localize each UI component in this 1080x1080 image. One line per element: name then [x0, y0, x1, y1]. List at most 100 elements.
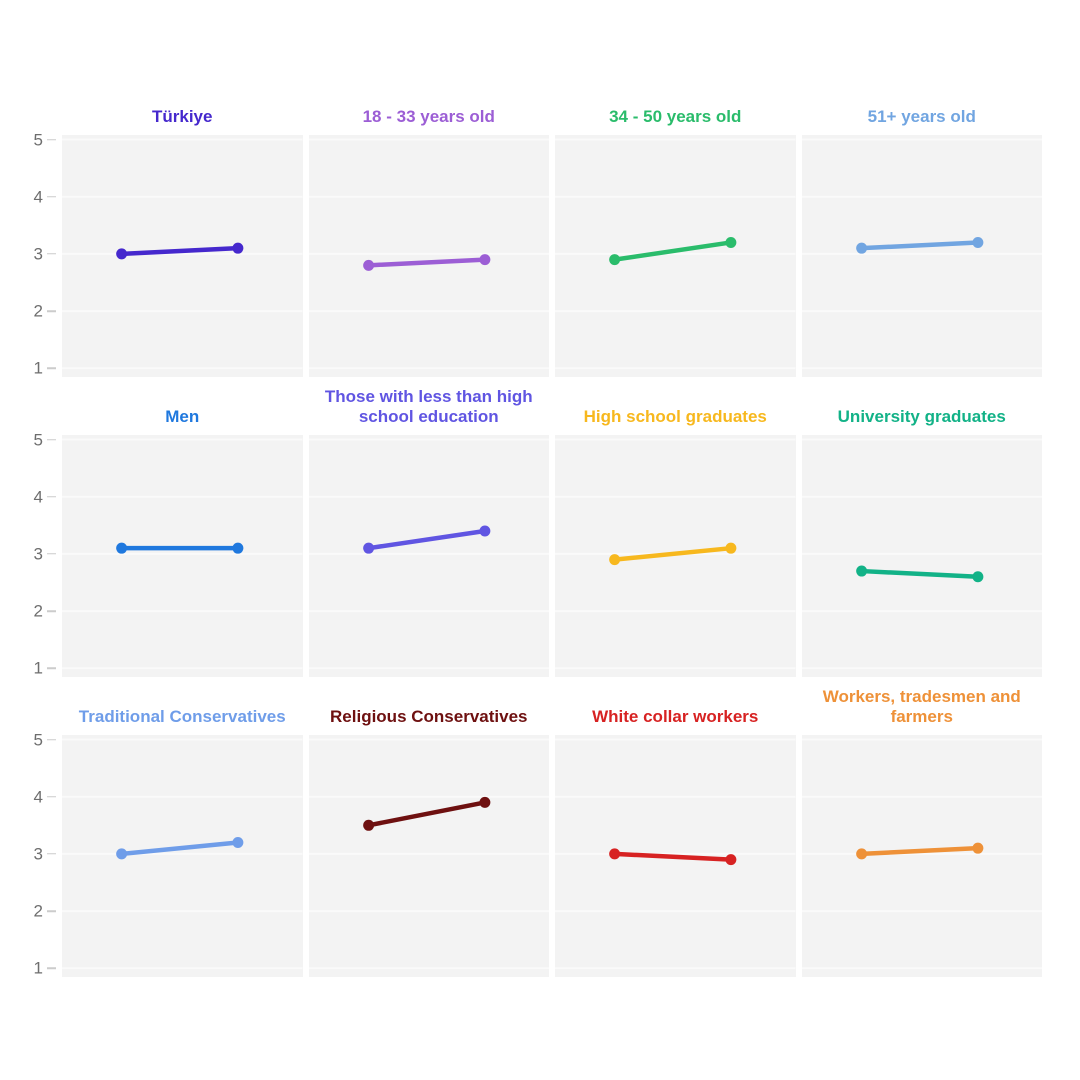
y-tick-label-3: 3 — [33, 244, 43, 264]
panel-plot — [62, 138, 303, 370]
panel-title-18-33-years-old: 18 - 33 years old — [362, 107, 495, 126]
title-row-1: Türkiye 18 - 33 years old 34 - 50 years ol… — [0, 99, 1042, 135]
y-tick-label-1: 1 — [33, 658, 43, 678]
panel-title-t-rkiye: Türkiye — [152, 107, 213, 126]
trend-line — [612, 851, 734, 862]
panel-title-51-years-old: 51+ years old — [867, 107, 976, 126]
y-axis-labels: 5 4 3 2 1 — [0, 431, 56, 678]
data-point-end — [478, 254, 490, 266]
data-point-start — [116, 248, 128, 260]
panel-plot — [555, 438, 796, 670]
y-tick-label-2: 2 — [33, 301, 43, 321]
data-point-start — [855, 565, 867, 577]
trend-line — [858, 845, 980, 857]
panel-row-1: 5 4 3 2 1 — [0, 131, 1042, 378]
panel-34-50-years-old — [555, 135, 796, 377]
panel-those-with-less-than-high-school-education — [308, 435, 549, 677]
axis-spacer — [0, 677, 56, 735]
y-tick-mark — [47, 967, 56, 970]
data-point-start — [362, 542, 374, 554]
data-point-end — [971, 571, 983, 583]
axis-spacer — [0, 377, 56, 435]
data-point-start — [362, 819, 374, 831]
data-point-start — [609, 848, 621, 860]
data-point-end — [232, 542, 244, 554]
y-tick-label-2: 2 — [33, 601, 43, 621]
panel-title-workers-tradesmen-and-farmers: Workers, tradesmen and farmers — [822, 687, 1021, 726]
data-point-end — [971, 236, 983, 248]
trend-line — [119, 840, 241, 857]
data-point-start — [855, 242, 867, 254]
y-tick-mark — [47, 795, 56, 798]
y-tick-mark — [47, 310, 56, 312]
trend-line — [858, 568, 980, 580]
y-tick-mark — [47, 367, 56, 370]
panel-plot — [801, 738, 1042, 970]
panel-workers-tradesmen-and-farmers — [801, 735, 1042, 977]
y-tick-mark — [47, 853, 56, 855]
y-tick-mark — [47, 738, 56, 741]
data-point-start — [609, 254, 621, 266]
panel-row-2: 5 4 3 2 1 — [0, 431, 1042, 678]
y-tick-mark — [47, 667, 56, 670]
trend-line — [612, 545, 734, 562]
trend-line — [612, 240, 734, 262]
panel-plot — [555, 738, 796, 970]
title-row-2: Men Those with less than high school educ… — [0, 377, 1042, 435]
data-point-start — [362, 259, 374, 271]
data-point-end — [725, 542, 737, 554]
panel-18-33-years-old — [308, 135, 549, 377]
y-tick-label-5: 5 — [33, 730, 43, 749]
trend-line — [119, 245, 241, 257]
panel-title-white-collar-workers: White collar workers — [592, 707, 759, 726]
panel-plot — [308, 738, 549, 970]
y-tick-mark — [47, 138, 56, 141]
y-tick-mark — [47, 253, 56, 255]
panel-title-men: Men — [165, 407, 200, 426]
small-multiples-chart: Türkiye 18 - 33 years old 34 - 50 years ol… — [0, 99, 1042, 978]
panel-t-rkiye — [62, 135, 303, 377]
panel-white-collar-workers — [555, 735, 796, 977]
panel-row-3: 5 4 3 2 1 — [0, 731, 1042, 978]
title-row-3: Traditional Conservatives Religious Conse… — [0, 677, 1042, 735]
y-tick-mark — [47, 610, 56, 612]
data-point-start — [855, 848, 867, 860]
panel-51-years-old — [801, 135, 1042, 377]
panel-men — [62, 435, 303, 677]
y-tick-label-5: 5 — [33, 430, 43, 449]
panel-title-high-school-graduates: High school graduates — [583, 407, 767, 426]
y-tick-label-5: 5 — [33, 130, 43, 149]
y-tick-label-3: 3 — [33, 544, 43, 564]
y-tick-label-1: 1 — [33, 358, 43, 378]
data-point-end — [725, 236, 737, 248]
y-axis-labels: 5 4 3 2 1 — [0, 131, 56, 378]
panel-plot — [801, 138, 1042, 370]
panel-plot — [555, 138, 796, 370]
y-tick-label-1: 1 — [33, 958, 43, 978]
panel-plot — [801, 438, 1042, 670]
trend-line — [858, 240, 980, 251]
panel-plot — [62, 738, 303, 970]
panel-title-traditional-conservatives: Traditional Conservatives — [78, 707, 286, 726]
data-point-end — [232, 836, 244, 848]
trend-line — [365, 528, 487, 551]
panel-religious-conservatives — [308, 735, 549, 977]
data-point-end — [725, 854, 737, 866]
y-axis-labels: 5 4 3 2 1 — [0, 731, 56, 978]
y-tick-mark — [47, 910, 56, 912]
y-tick-label-4: 4 — [33, 787, 43, 807]
y-tick-label-4: 4 — [33, 187, 43, 207]
panel-title-34-50-years-old: 34 - 50 years old — [609, 107, 742, 126]
data-point-end — [971, 842, 983, 854]
y-tick-label-3: 3 — [33, 844, 43, 864]
y-tick-mark — [47, 495, 56, 498]
panel-traditional-conservatives — [62, 735, 303, 977]
axis-spacer — [0, 99, 56, 135]
panel-plot — [308, 138, 549, 370]
panel-high-school-graduates — [555, 435, 796, 677]
panel-university-graduates — [801, 435, 1042, 677]
y-tick-mark — [47, 195, 56, 198]
panel-title-religious-conservatives: Religious Conservatives — [330, 707, 528, 726]
panel-title-those-with-less-than-high-school-education: Those with less than high school educati… — [324, 387, 533, 426]
panel-plot — [62, 438, 303, 670]
